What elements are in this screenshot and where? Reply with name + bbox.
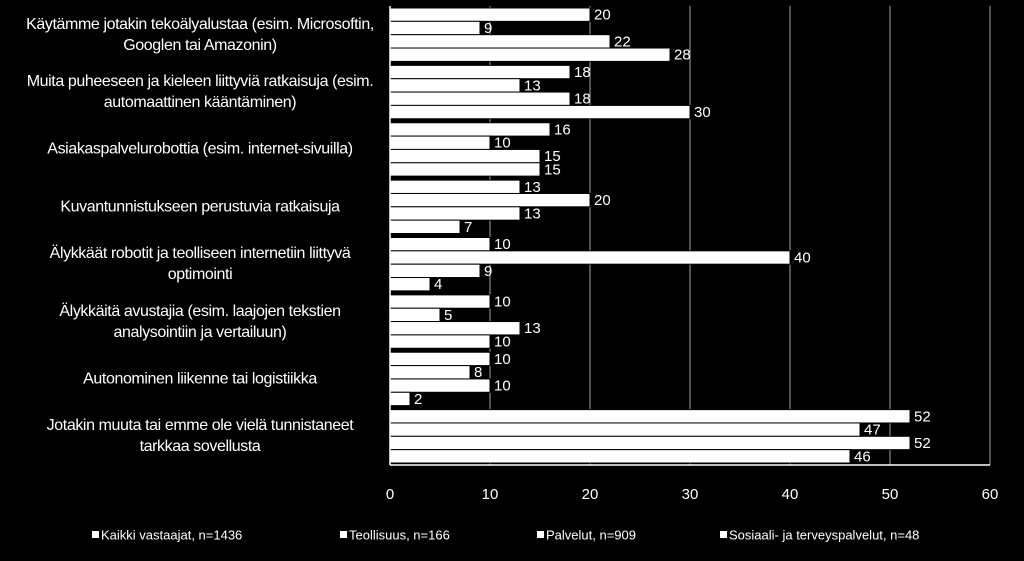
data-label: 15 <box>544 148 561 165</box>
bar <box>389 277 431 292</box>
bar <box>389 47 671 62</box>
bar <box>389 237 491 252</box>
data-label: 52 <box>914 435 931 452</box>
data-label: 10 <box>494 236 511 253</box>
x-tick-label: 20 <box>582 486 599 503</box>
data-label: 10 <box>494 135 511 152</box>
bar <box>389 334 491 349</box>
bar <box>389 449 851 464</box>
data-label: 5 <box>444 307 452 324</box>
x-tick-label: 40 <box>782 486 799 503</box>
data-label: 16 <box>554 121 571 138</box>
bar <box>389 148 541 164</box>
bar <box>389 435 911 451</box>
x-tick-label: 60 <box>982 486 999 503</box>
x-tick-label: 0 <box>386 486 394 503</box>
bar <box>389 206 521 221</box>
data-label: 18 <box>574 91 591 108</box>
data-label: 20 <box>594 7 611 24</box>
legend-swatch <box>340 531 347 538</box>
data-label: 10 <box>494 294 511 311</box>
bar <box>389 20 481 36</box>
data-label: 13 <box>524 179 541 196</box>
bar <box>389 391 411 407</box>
bar <box>389 378 491 393</box>
x-tick-label: 10 <box>482 486 499 503</box>
data-label: 7 <box>464 219 472 236</box>
data-label: 8 <box>474 364 482 381</box>
data-label: 13 <box>524 205 541 222</box>
data-label: 10 <box>494 351 511 368</box>
bar <box>389 122 551 137</box>
category-label: Älykkäät robotit ja teolliseen interneti… <box>49 245 351 284</box>
data-label: 40 <box>794 249 811 266</box>
data-label: 18 <box>574 64 591 81</box>
category-label: Kuvantunnistukseen perustuvia ratkaisuja <box>60 198 340 216</box>
data-label: 30 <box>694 104 711 121</box>
data-label: 28 <box>674 47 691 64</box>
legend-swatch <box>537 531 544 538</box>
x-tick-label: 30 <box>682 486 699 503</box>
category-label: Asiakaspalvelurobottia (esim. internet-s… <box>47 140 353 158</box>
category-label: Autonominen liikenne tai logistiikka <box>83 370 317 388</box>
data-label: 9 <box>484 20 492 37</box>
data-label: 22 <box>614 33 631 50</box>
data-label: 13 <box>524 77 541 94</box>
data-label: 15 <box>544 161 561 178</box>
data-label: 10 <box>494 378 511 395</box>
category-label: Muita puheeseen ja kieleen liittyviä rat… <box>26 73 374 112</box>
data-label: 9 <box>484 263 492 280</box>
bar <box>389 422 861 437</box>
bar <box>389 78 521 93</box>
bar <box>389 64 571 80</box>
bar <box>389 135 491 150</box>
bar <box>389 91 571 106</box>
bar <box>389 409 911 424</box>
category-label: Käytämme jotakin tekoälyalustaa (esim. M… <box>26 15 374 54</box>
bar <box>389 365 471 380</box>
data-label: 13 <box>524 320 541 337</box>
bar <box>389 250 791 265</box>
legend-label: Sosiaali- ja terveyspalvelut, n=48 <box>729 527 919 542</box>
data-label: 52 <box>914 408 931 425</box>
bar <box>389 192 591 208</box>
data-label: 46 <box>854 448 871 465</box>
bar <box>389 179 521 194</box>
data-label: 47 <box>864 422 881 439</box>
category-label: Jotakin muuta tai emme ole vielä tunnist… <box>46 417 354 456</box>
bar <box>389 307 441 323</box>
bar <box>389 294 491 309</box>
legend-swatch <box>720 531 727 538</box>
bar <box>389 162 541 177</box>
data-label: 10 <box>494 334 511 351</box>
legend-swatch <box>92 531 99 538</box>
data-label: 20 <box>594 192 611 209</box>
category-label: Älykkäitä avustajia (esim. laajojen teks… <box>59 302 341 341</box>
legend-label: Palvelut, n=909 <box>546 527 636 542</box>
legend-label: Kaikki vastaajat, n=1436 <box>101 527 242 542</box>
data-label: 4 <box>434 276 442 293</box>
x-tick-label: 50 <box>882 486 899 503</box>
bar <box>389 219 461 234</box>
bar <box>389 104 691 120</box>
bar <box>389 34 611 49</box>
data-label: 2 <box>414 391 422 408</box>
legend-label: Teollisuus, n=166 <box>349 527 450 542</box>
